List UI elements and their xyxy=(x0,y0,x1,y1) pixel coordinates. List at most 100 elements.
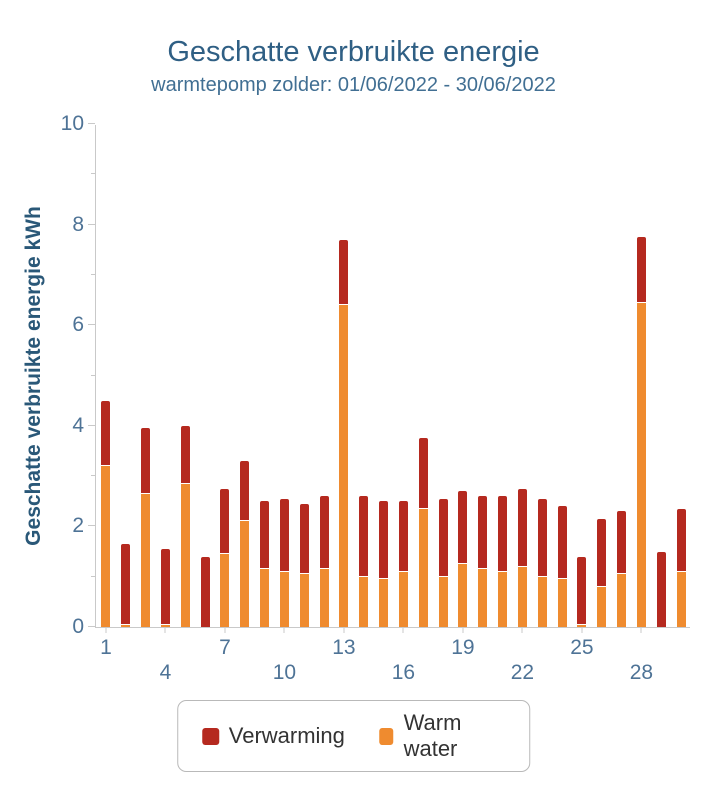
bar-day-20[interactable] xyxy=(478,496,488,627)
bar-day-10[interactable] xyxy=(279,498,289,627)
bar-day-26[interactable] xyxy=(597,518,607,627)
bar-segment-warm-water[interactable] xyxy=(180,483,190,627)
bar-segment-warm-water[interactable] xyxy=(299,574,309,627)
bar-segment-warm-water[interactable] xyxy=(339,305,349,627)
bar-day-2[interactable] xyxy=(121,544,131,627)
bar-segment-warm-water[interactable] xyxy=(577,624,587,627)
bar-day-14[interactable] xyxy=(359,496,369,627)
bar-day-5[interactable] xyxy=(180,425,190,627)
bar-segment-verwarming[interactable] xyxy=(200,556,210,627)
bar-segment-warm-water[interactable] xyxy=(636,302,646,627)
bar-segment-verwarming[interactable] xyxy=(438,498,448,577)
bar-segment-warm-water[interactable] xyxy=(458,564,468,627)
bar-segment-verwarming[interactable] xyxy=(101,400,111,467)
bar-segment-warm-water[interactable] xyxy=(141,493,151,627)
bar-segment-verwarming[interactable] xyxy=(260,501,270,570)
x-tick-label: 13 xyxy=(332,636,356,659)
x-axis-tick xyxy=(640,627,642,633)
bar-day-7[interactable] xyxy=(220,488,230,627)
bar-day-9[interactable] xyxy=(260,501,270,627)
bar-day-13[interactable] xyxy=(339,239,349,627)
legend-item-verwarming[interactable]: Verwarming xyxy=(201,723,345,749)
bar-day-17[interactable] xyxy=(418,438,428,627)
bar-segment-warm-water[interactable] xyxy=(240,521,250,627)
bar-segment-warm-water[interactable] xyxy=(418,508,428,627)
bar-segment-warm-water[interactable] xyxy=(121,624,131,627)
bar-day-11[interactable] xyxy=(299,503,309,627)
bar-day-15[interactable] xyxy=(379,501,389,627)
bar-segment-warm-water[interactable] xyxy=(220,554,230,627)
bar-segment-verwarming[interactable] xyxy=(517,488,527,567)
bar-segment-warm-water[interactable] xyxy=(676,571,686,627)
bar-segment-verwarming[interactable] xyxy=(557,506,567,580)
bar-segment-verwarming[interactable] xyxy=(121,544,131,625)
bar-segment-warm-water[interactable] xyxy=(319,569,329,627)
bar-segment-verwarming[interactable] xyxy=(498,496,508,572)
bar-segment-verwarming[interactable] xyxy=(299,503,309,575)
bar-day-30[interactable] xyxy=(676,508,686,627)
x-tick-label: 25 xyxy=(570,636,594,659)
bar-segment-verwarming[interactable] xyxy=(398,501,408,572)
chart-title: Geschatte verbruikte energie xyxy=(167,36,540,68)
bar-segment-verwarming[interactable] xyxy=(359,496,369,577)
bar-segment-verwarming[interactable] xyxy=(577,556,587,625)
legend-label-warm-water: Warm water xyxy=(403,710,462,761)
y-axis-tick xyxy=(88,424,95,426)
bar-segment-verwarming[interactable] xyxy=(160,549,170,625)
bar-day-6[interactable] xyxy=(200,556,210,627)
y-axis-tick xyxy=(88,123,95,124)
bar-segment-warm-water[interactable] xyxy=(597,586,607,627)
bar-segment-warm-water[interactable] xyxy=(260,569,270,627)
bar-day-12[interactable] xyxy=(319,496,329,627)
bar-segment-verwarming[interactable] xyxy=(379,501,389,580)
bar-day-24[interactable] xyxy=(557,506,567,627)
bar-segment-verwarming[interactable] xyxy=(339,239,349,306)
bar-segment-verwarming[interactable] xyxy=(240,461,250,522)
bar-day-27[interactable] xyxy=(617,511,627,627)
legend-item-warm-water[interactable]: Warm water xyxy=(378,710,505,762)
bar-segment-warm-water[interactable] xyxy=(438,576,448,627)
bar-segment-verwarming[interactable] xyxy=(537,498,547,577)
bar-segment-verwarming[interactable] xyxy=(676,508,686,572)
bar-segment-warm-water[interactable] xyxy=(160,624,170,627)
bar-segment-verwarming[interactable] xyxy=(656,551,666,627)
bar-segment-warm-water[interactable] xyxy=(379,579,389,627)
bar-day-18[interactable] xyxy=(438,498,448,627)
bar-segment-verwarming[interactable] xyxy=(319,496,329,570)
bar-segment-warm-water[interactable] xyxy=(359,576,369,627)
x-axis-tick xyxy=(402,627,404,633)
bar-day-16[interactable] xyxy=(398,501,408,627)
bar-segment-warm-water[interactable] xyxy=(557,579,567,627)
bar-day-1[interactable] xyxy=(101,400,111,627)
bar-segment-verwarming[interactable] xyxy=(279,498,289,572)
bar-segment-verwarming[interactable] xyxy=(636,237,646,303)
bar-day-3[interactable] xyxy=(141,428,151,627)
bar-day-4[interactable] xyxy=(160,549,170,627)
bar-day-21[interactable] xyxy=(498,496,508,627)
bar-day-22[interactable] xyxy=(517,488,527,627)
bar-segment-verwarming[interactable] xyxy=(220,488,230,555)
bar-segment-warm-water[interactable] xyxy=(279,571,289,627)
bar-day-19[interactable] xyxy=(458,491,468,627)
bar-segment-verwarming[interactable] xyxy=(180,425,190,484)
bar-segment-verwarming[interactable] xyxy=(617,511,627,575)
bar-segment-verwarming[interactable] xyxy=(597,518,607,587)
bar-segment-warm-water[interactable] xyxy=(498,571,508,627)
bar-segment-verwarming[interactable] xyxy=(458,491,468,565)
bar-day-25[interactable] xyxy=(577,556,587,627)
bar-day-29[interactable] xyxy=(656,551,666,627)
plot-area: 0 2 4 6 8 10 1 7 13 19 25 4 10 16 22 28 xyxy=(61,112,690,684)
bar-segment-warm-water[interactable] xyxy=(101,466,111,627)
bar-segment-warm-water[interactable] xyxy=(537,576,547,627)
bar-day-28[interactable] xyxy=(636,237,646,627)
bar-segment-warm-water[interactable] xyxy=(617,574,627,627)
x-tick-label: 28 xyxy=(629,661,654,684)
bar-segment-warm-water[interactable] xyxy=(478,569,488,627)
bar-day-23[interactable] xyxy=(537,498,547,627)
bar-segment-warm-water[interactable] xyxy=(517,566,527,627)
bar-segment-verwarming[interactable] xyxy=(478,496,488,570)
bar-segment-verwarming[interactable] xyxy=(418,438,428,509)
bar-segment-verwarming[interactable] xyxy=(141,428,151,494)
bar-day-8[interactable] xyxy=(240,461,250,627)
bar-segment-warm-water[interactable] xyxy=(398,571,408,627)
